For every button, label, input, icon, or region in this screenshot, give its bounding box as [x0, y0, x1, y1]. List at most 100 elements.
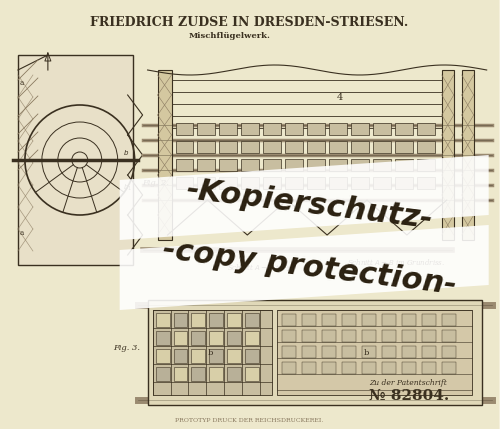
Text: Zu der Patentschrift: Zu der Patentschrift — [369, 379, 447, 387]
Bar — [264, 177, 281, 189]
Bar — [307, 123, 325, 135]
Polygon shape — [120, 155, 488, 240]
Bar — [351, 159, 369, 171]
Bar — [210, 349, 224, 363]
Bar — [329, 123, 347, 135]
Bar — [422, 346, 436, 358]
Text: Schnitt $A-B$ im Grundriss.: Schnitt $A-B$ im Grundriss. — [347, 257, 445, 267]
Bar — [242, 123, 260, 135]
Bar — [158, 70, 172, 240]
Bar — [220, 177, 238, 189]
Bar — [285, 159, 303, 171]
Text: Schnitt $A-B$ im $y$: Schnitt $A-B$ im $y$ — [228, 262, 293, 273]
Bar — [395, 159, 413, 171]
Bar — [373, 123, 391, 135]
Text: b: b — [364, 349, 370, 357]
Bar — [307, 177, 325, 189]
Bar — [282, 314, 296, 326]
Bar — [442, 346, 456, 358]
Bar — [176, 177, 194, 189]
Bar — [422, 362, 436, 374]
Bar — [373, 141, 391, 153]
Bar — [422, 314, 436, 326]
Text: $b$: $b$ — [122, 148, 129, 157]
Bar — [417, 177, 435, 189]
Bar — [156, 313, 170, 327]
Bar — [285, 177, 303, 189]
Bar — [174, 313, 188, 327]
Bar — [351, 123, 369, 135]
Bar — [382, 314, 396, 326]
Bar — [156, 349, 170, 363]
Bar — [442, 362, 456, 374]
Bar — [282, 346, 296, 358]
Bar — [210, 313, 224, 327]
Bar — [246, 349, 260, 363]
Bar — [192, 313, 205, 327]
Bar — [329, 177, 347, 189]
Text: a: a — [20, 229, 24, 237]
Bar — [198, 141, 216, 153]
Bar — [277, 310, 471, 395]
Bar — [395, 123, 413, 135]
Bar — [442, 70, 454, 240]
Bar — [362, 362, 376, 374]
Text: $b_1$: $b_1$ — [122, 183, 132, 193]
Bar — [395, 177, 413, 189]
Bar — [156, 331, 170, 345]
Bar — [152, 310, 272, 395]
Text: Fig. 3.: Fig. 3. — [112, 344, 140, 352]
Bar — [282, 362, 296, 374]
Bar — [402, 330, 416, 342]
Text: -copy protection-: -copy protection- — [160, 236, 458, 300]
Bar — [307, 141, 325, 153]
Text: Fig. 2.: Fig. 2. — [142, 179, 170, 187]
Text: a: a — [20, 79, 24, 87]
Bar — [462, 70, 473, 240]
Bar — [210, 367, 224, 381]
Bar — [264, 123, 281, 135]
Text: Mischflügelwerk.: Mischflügelwerk. — [188, 32, 270, 40]
Bar — [198, 159, 216, 171]
Bar — [242, 177, 260, 189]
Bar — [220, 159, 238, 171]
Bar — [176, 141, 194, 153]
Bar — [246, 313, 260, 327]
Bar — [220, 141, 238, 153]
Bar — [246, 331, 260, 345]
Bar — [342, 330, 356, 342]
Bar — [329, 141, 347, 153]
Bar — [148, 300, 481, 405]
Bar — [442, 314, 456, 326]
Bar — [302, 362, 316, 374]
Bar — [198, 177, 216, 189]
Text: № 82804.: № 82804. — [369, 389, 449, 403]
Bar — [176, 123, 194, 135]
Bar — [307, 159, 325, 171]
Bar — [285, 141, 303, 153]
Bar — [192, 331, 205, 345]
Bar — [192, 367, 205, 381]
Bar — [174, 331, 188, 345]
Bar — [402, 314, 416, 326]
Bar — [285, 123, 303, 135]
Bar — [322, 314, 336, 326]
Polygon shape — [120, 225, 488, 310]
Bar — [382, 330, 396, 342]
Bar — [373, 159, 391, 171]
Text: FRIEDRICH ZUDSE IN DRESDEN-STRIESEN.: FRIEDRICH ZUDSE IN DRESDEN-STRIESEN. — [90, 15, 408, 28]
Bar — [156, 367, 170, 381]
Bar — [382, 346, 396, 358]
Bar — [264, 141, 281, 153]
Bar — [174, 349, 188, 363]
Bar — [442, 330, 456, 342]
Bar — [417, 141, 435, 153]
Bar — [18, 55, 132, 265]
Bar — [351, 141, 369, 153]
Bar — [362, 346, 376, 358]
Bar — [417, 123, 435, 135]
Bar — [176, 159, 194, 171]
Text: -Kopierschutz-: -Kopierschutz- — [184, 175, 434, 235]
Bar — [422, 330, 436, 342]
Bar — [242, 141, 260, 153]
